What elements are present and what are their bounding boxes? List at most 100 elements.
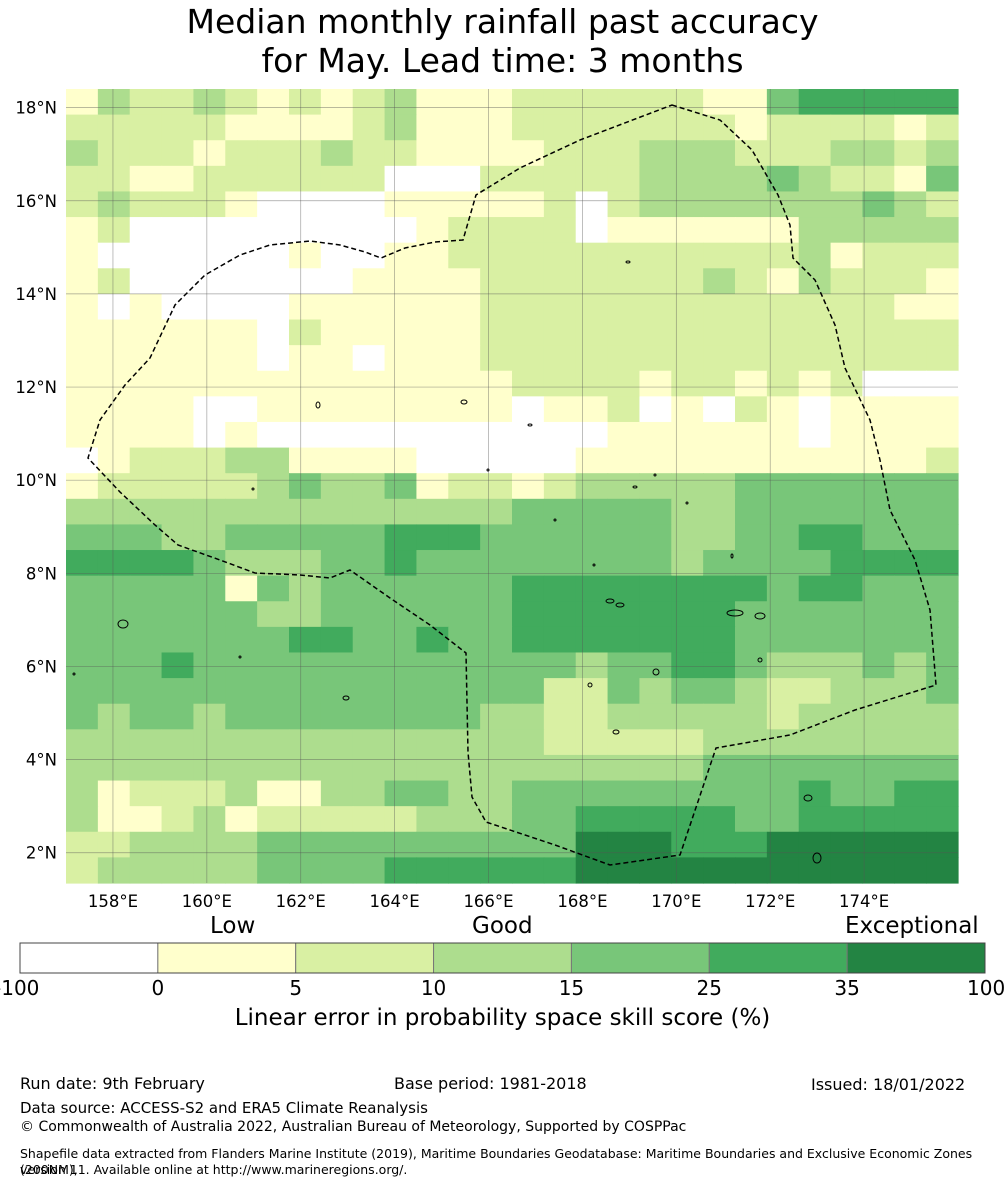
skill-cell [193,498,226,526]
skill-cell [671,114,704,141]
skill-cell [193,345,226,372]
skill-cell [862,626,895,654]
skill-cell [225,473,258,500]
skill-cell [97,217,131,244]
skill-cell [894,396,927,423]
skill-cell [926,165,959,193]
skill-cell [480,447,513,474]
skill-cell [512,447,545,474]
skill-cell [97,447,131,474]
skill-cell [703,498,736,526]
skill-cell [66,165,99,193]
skill-cell [416,831,449,858]
skill-cell [416,703,449,730]
skill-cell [766,114,800,141]
skill-cell [257,447,290,474]
skill-cell [225,601,258,628]
skill-cell [512,473,545,500]
colorbar-bin [708,942,848,974]
skill-cell [129,114,163,141]
skill-cell [193,678,226,705]
skill-cell [384,165,418,193]
island-outline [117,619,129,629]
skill-cell [416,242,449,269]
skill-cell [225,831,258,858]
skill-cell [384,754,418,782]
skill-cell [480,293,513,321]
skill-cell [862,473,895,500]
skill-cell [352,319,386,346]
skill-cell [384,780,418,807]
skill-cell [735,498,768,526]
skill-cell [607,293,641,321]
skill-cell [575,575,609,602]
skill-cell [352,345,386,372]
skill-cell [639,857,672,884]
skill-cell [512,575,545,602]
title-line-1: Median monthly rainfall past accuracy [186,2,819,41]
skill-cell [480,370,513,397]
skill-cell [543,114,577,141]
skill-cell [129,89,163,116]
skill-cell [97,498,131,526]
skill-cell [129,703,163,730]
skill-cell [320,831,354,858]
skill-cell [512,345,545,372]
skill-cell [766,857,800,884]
skill-cell [543,89,577,116]
longitude-tick-label: 174°E [839,892,889,911]
skill-cell [448,114,481,141]
skill-cell [830,319,864,346]
skill-cell [639,396,672,423]
skill-cell [703,601,736,628]
skill-cell [352,806,386,833]
skill-cell [798,421,832,449]
skill-cell [575,217,609,244]
skill-cell [66,217,99,244]
skill-cell [416,421,449,449]
skill-cell [639,678,672,705]
skill-cell [926,191,959,218]
longitude-tick-label: 168°E [557,892,607,911]
skill-cell [193,524,226,551]
skill-cell [193,140,226,167]
skill-cell [448,345,481,372]
skill-cell [766,550,800,577]
skill-cell [766,626,800,654]
skill-cell [225,421,258,449]
skill-cell [352,191,386,218]
skill-cell [671,319,704,346]
skill-cell [766,780,800,807]
longitude-tick-label: 164°E [370,892,420,911]
skill-cell [193,601,226,628]
island-outline [615,602,625,608]
skill-cell [289,447,322,474]
skill-cell [543,498,577,526]
skill-cell [416,447,449,474]
skill-cell [97,729,131,756]
skill-cell [575,242,609,269]
skill-cell [926,268,959,295]
skill-cell [257,780,290,807]
skill-cell [448,293,481,321]
skill-cell [830,498,864,526]
island-outline [730,553,734,559]
skill-cell [352,114,386,141]
skill-cell [161,754,195,782]
skill-cell [66,678,99,705]
skill-cell [448,268,481,295]
skill-cell [161,550,195,577]
latitude-tick-label: 2°N [26,844,57,863]
skill-cell [448,652,481,679]
colorbar-tick-label: 35 [834,976,860,1000]
skill-cell [830,729,864,756]
skill-cell [129,165,163,193]
skill-cell [639,831,672,858]
skill-cell [161,806,195,833]
skill-cell [193,89,226,116]
skill-cell [894,575,927,602]
skill-cell [671,268,704,295]
skill-cell [480,857,513,884]
skill-cell [257,293,290,321]
skill-cell [257,421,290,449]
